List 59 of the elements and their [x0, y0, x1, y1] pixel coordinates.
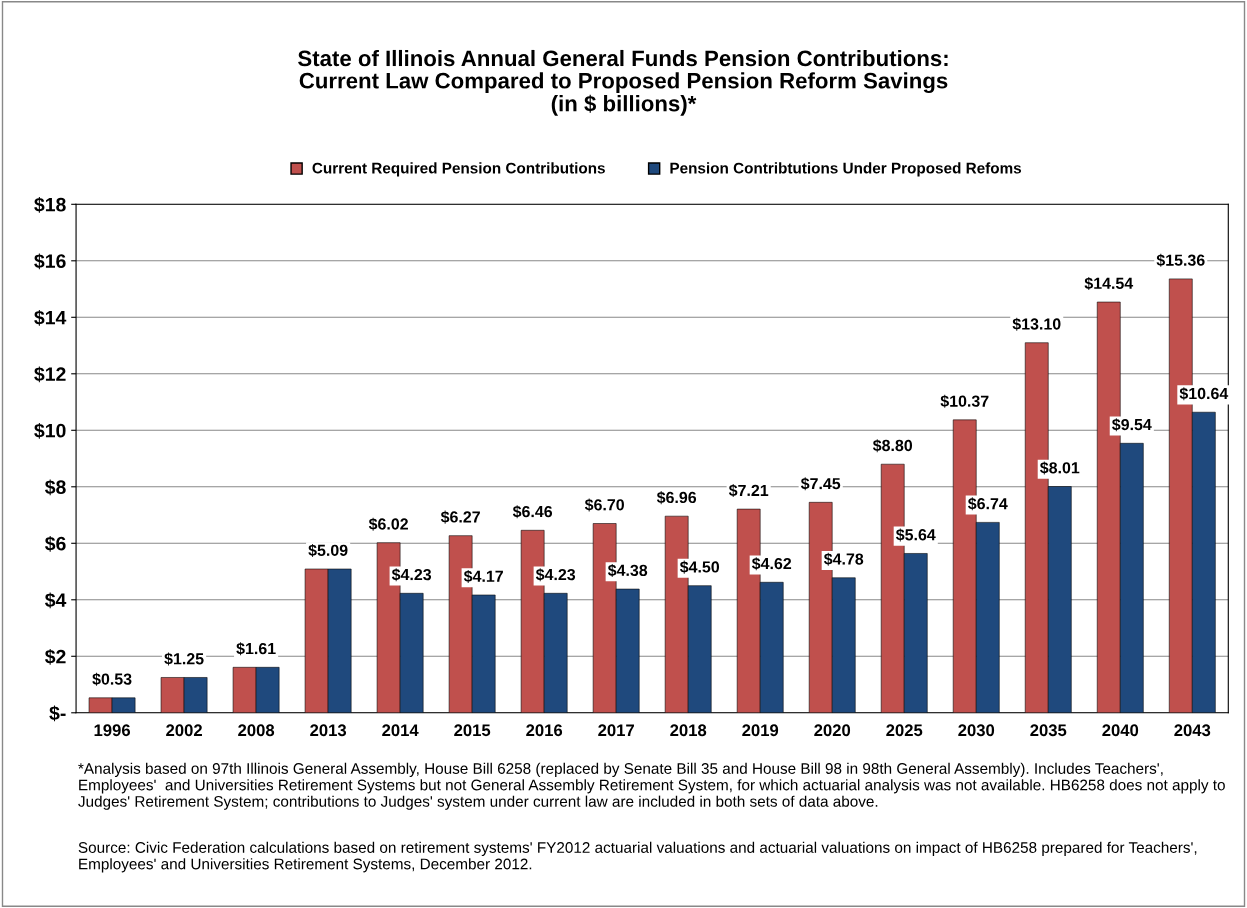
y-tick-label: $2 [44, 648, 66, 665]
x-tick-label: 2016 [526, 724, 563, 737]
data-label: $6.46 [512, 505, 553, 519]
y-tick-label: $8 [44, 479, 66, 496]
data-label: $4.78 [823, 552, 864, 566]
chart-title: State of Illinois Annual General Funds Pension Contributions: Current Law Compared to Proposed Pension Reform Savings (in $ billions)* [298, 49, 948, 116]
data-label: $5.09 [308, 543, 348, 557]
data-label: $7.45 [800, 477, 841, 491]
y-tick-label: $16 [34, 253, 66, 270]
x-tick-label: 2043 [1174, 724, 1211, 737]
data-label: $6.02 [368, 517, 408, 531]
y-tick-label: $10 [34, 422, 66, 439]
x-tick-label: 2014 [382, 724, 419, 737]
y-tick-label: $6 [44, 535, 66, 552]
source-note: Source: Civic Federation calculations based on retirement systems' FY2012 actuarial valuations and actuarial valuations on impact of HB6258 prepared for Teachers', Employees' and Universities Retirement Systems, December 2012. [78, 841, 1197, 873]
x-tick-label: 2002 [166, 724, 202, 737]
x-tick-label: 2019 [742, 724, 779, 737]
data-label: $6.74 [967, 497, 1008, 511]
data-label: $1.61 [236, 642, 276, 656]
data-label: $15.36 [1156, 253, 1205, 267]
data-label: $8.01 [1040, 461, 1080, 475]
data-label: $10.64 [1179, 387, 1229, 401]
data-label: $13.10 [1012, 317, 1061, 331]
data-label: $4.23 [391, 568, 432, 582]
data-label: $4.38 [607, 563, 648, 578]
data-label: $8.80 [872, 439, 913, 453]
data-label: $7.21 [728, 484, 769, 498]
legend-label: Pension Contribtutions Under Proposed Refoms [670, 162, 1022, 177]
data-label: $4.17 [463, 569, 503, 583]
x-tick-label: 1996 [94, 724, 131, 737]
data-label: $9.54 [1112, 418, 1152, 432]
x-tick-label: 2040 [1102, 724, 1139, 737]
y-tick-label: $- [49, 705, 66, 722]
data-label: $6.96 [656, 491, 697, 505]
data-label: $10.37 [940, 394, 989, 408]
legend-label: Current Required Pension Contributions [312, 162, 605, 177]
data-label: $4.23 [535, 568, 576, 582]
x-tick-label: 2020 [814, 724, 851, 737]
y-tick-label: $4 [44, 592, 67, 609]
data-label: $6.27 [440, 510, 480, 524]
y-tick-label: $14 [34, 309, 67, 326]
data-label: $4.50 [679, 560, 720, 574]
data-label: $5.64 [895, 528, 936, 542]
data-label: $1.25 [164, 652, 204, 666]
y-tick-label: $12 [34, 366, 66, 383]
data-label: $14.54 [1084, 276, 1134, 291]
text: *Analysis based on 97th Illinois General Assembly, House Bill 6258 (replaced by Senate Bill 35 and House Bill 98 in 98th General Assembly). Includes Teachers', Employees' and Universities Retirement Systems but not General Assembly Retirement System, for which actuarial analysis was not available. HB6258 does not apply to Judges' Retirement System; contributions to Judges' system under current law are included in both sets of data above. [78, 762, 1225, 810]
data-label: $6.70 [584, 498, 624, 512]
data-label: $4.62 [751, 557, 792, 571]
x-tick-label: 2030 [958, 724, 995, 737]
x-tick-label: 2025 [886, 724, 923, 737]
x-tick-label: 2015 [454, 724, 491, 737]
x-tick-label: 2035 [1030, 724, 1067, 737]
x-tick-label: 2013 [310, 724, 347, 737]
y-tick-label: $18 [34, 196, 66, 213]
x-tick-label: 2017 [598, 724, 634, 737]
x-tick-label: 2008 [238, 724, 275, 737]
data-label: $0.53 [92, 672, 132, 686]
x-tick-label: 2018 [670, 724, 707, 737]
